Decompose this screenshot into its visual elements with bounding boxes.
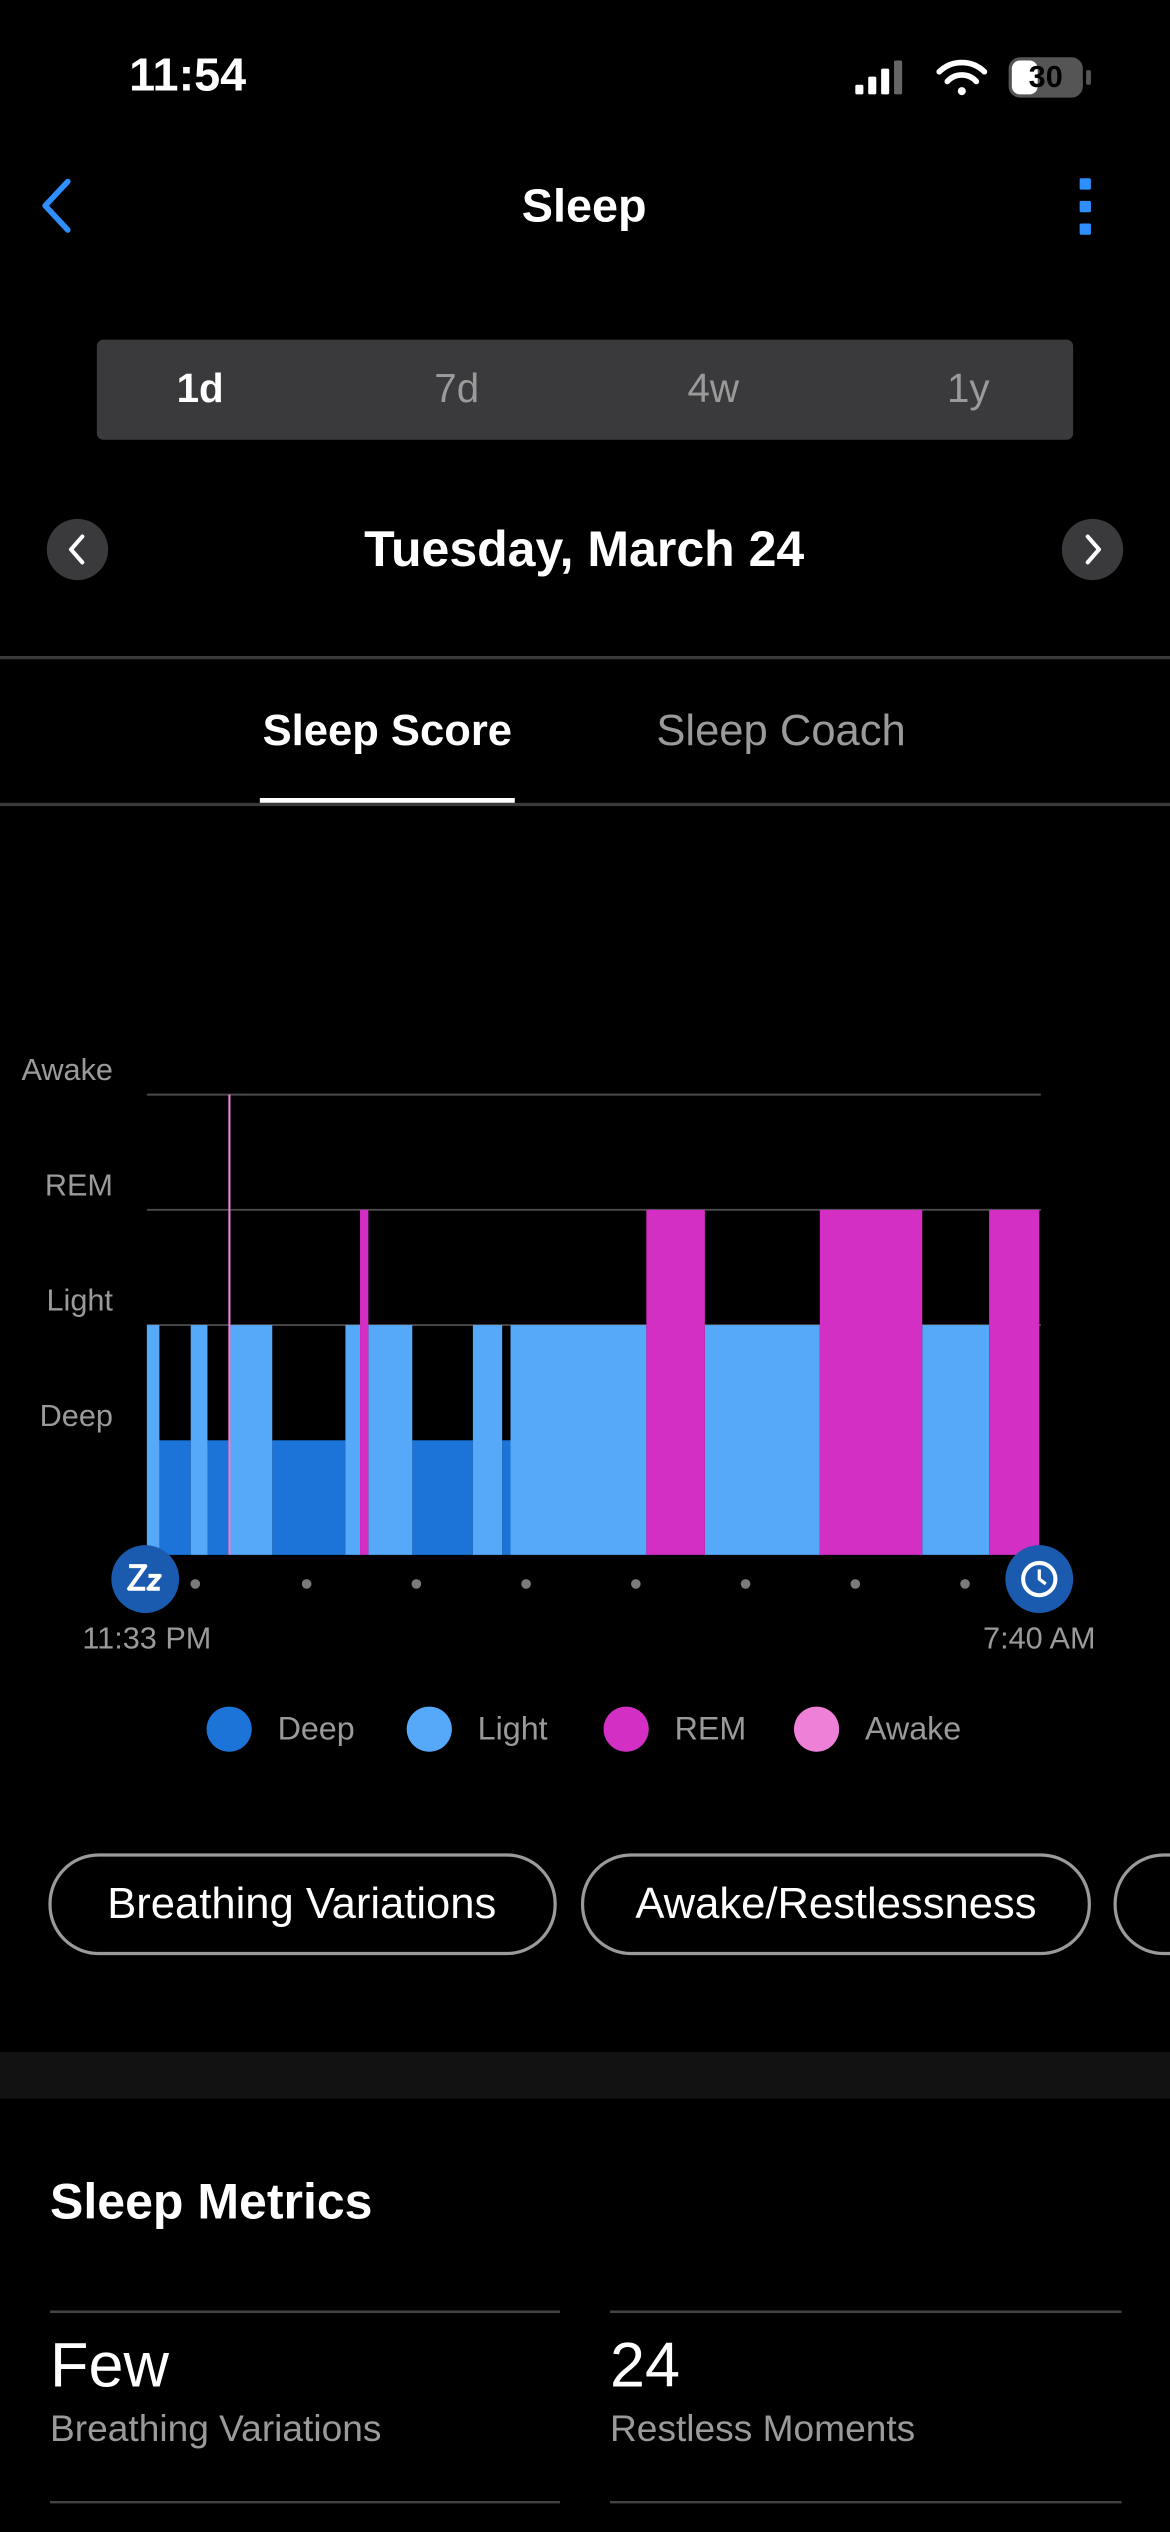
chip[interactable] [1113,1853,1170,1956]
stage-interval [360,1209,369,1555]
stage-interval [190,1325,208,1555]
legend-swatch [406,1706,452,1752]
y-level-label: Deep [40,1399,113,1433]
legend: Deep Light REM Awake [206,1706,961,1752]
metric-label: Restless Moments [610,2407,915,2449]
date-label: Tuesday, March 24 [364,521,804,577]
stage-interval [510,1325,647,1555]
next-day-button[interactable] [1061,518,1124,581]
tab-underline [259,798,515,803]
range-tab[interactable]: 4w [688,365,740,411]
y-level-label: Awake [21,1053,112,1087]
stage-interval [502,1440,511,1555]
y-level-label: Light [46,1284,113,1318]
wake-icon [1005,1545,1074,1613]
stage-interval [704,1325,820,1555]
stage-interval [228,1094,231,1555]
legend-label: Light [478,1710,548,1746]
section-title: Sleep Metrics [50,2173,372,2229]
metric-value: Few [50,2330,169,2400]
range-tab[interactable]: 1y [947,365,990,411]
tab[interactable]: Sleep Coach [656,707,905,755]
stage-interval [368,1325,413,1555]
legend-swatch [793,1706,840,1752]
stage-interval [412,1440,473,1555]
x-tick-label: 11:33 PM [82,1621,211,1655]
legend-label: Awake [865,1710,961,1746]
signal-icon [855,60,903,95]
chip[interactable] [48,1853,557,1956]
hypnogram-chart: Deep Light REM Awake 11:33 PM 7:40 AM [21,1053,1095,1655]
legend-swatch [206,1706,252,1752]
stage-interval [472,1325,503,1555]
chip[interactable] [580,1853,1091,1956]
legend-swatch [603,1706,649,1752]
sleep-start-icon [111,1545,180,1613]
stage-interval [230,1325,273,1555]
range-tab[interactable]: 1d [177,365,224,411]
section-separator [0,2051,1170,2099]
battery-icon: 30 [1008,57,1091,98]
prev-day-button[interactable] [46,518,109,581]
wifi-icon [936,59,988,96]
range-tab[interactable]: 7d [434,365,479,411]
y-level-label: REM [45,1168,113,1202]
stage-interval [159,1440,191,1555]
legend-label: Deep [278,1710,355,1746]
metric-label: Breathing Variations [50,2407,381,2449]
status-time: 11:54 [129,49,246,101]
stage-interval [922,1325,990,1555]
more-button[interactable] [1079,178,1091,235]
timeline-dots [190,1579,970,1589]
range-control [96,339,1074,440]
stage-interval [989,1209,1040,1555]
stage-interval [207,1440,229,1555]
legend-label: REM [675,1710,747,1746]
chip-label[interactable]: Breathing Variations [107,1880,496,1928]
back-button[interactable] [42,178,71,233]
stage-interval [146,1325,160,1555]
stage-interval [272,1440,346,1555]
metric-value: 24 [610,2330,680,2400]
tab[interactable]: Sleep Score [263,707,512,755]
stage-interval [646,1209,705,1555]
x-tick-label: 7:40 AM [983,1621,1095,1655]
stage-interval [345,1325,361,1555]
chip-label[interactable]: Awake/Restlessness [635,1880,1036,1928]
stage-interval [819,1209,923,1555]
page-title: Sleep [522,179,647,231]
battery-level: 30 [1029,60,1063,94]
